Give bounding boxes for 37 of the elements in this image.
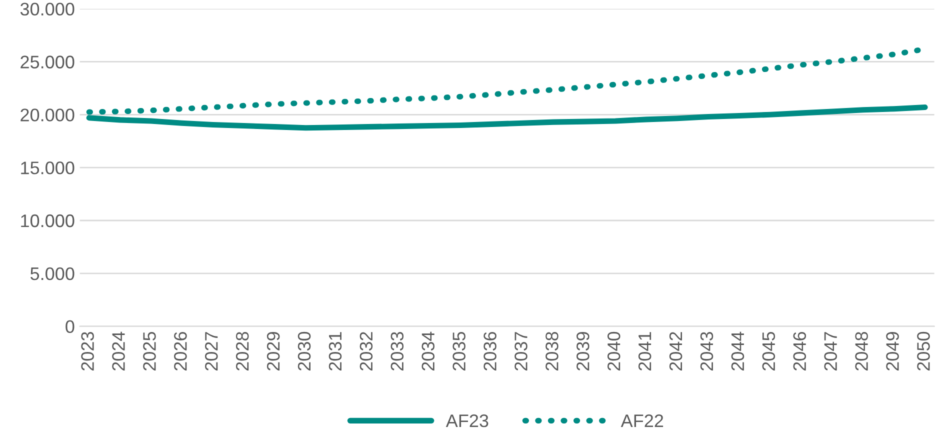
y-tick-label: 30.000 — [20, 2, 74, 16]
x-tick-label: 2024 — [112, 332, 125, 370]
x-tick-label: 2049 — [886, 332, 899, 370]
x-tick-label: 2039 — [576, 332, 590, 370]
x-tick-label: 2035 — [452, 332, 466, 370]
x-tick-label: 2034 — [422, 332, 435, 370]
x-tick-label: 2045 — [762, 332, 776, 370]
x-tick-label: 2031 — [328, 332, 342, 370]
y-tick-label: 25.000 — [20, 56, 74, 68]
x-tick-label: 2036 — [484, 332, 496, 370]
x-tick-label: 2033 — [390, 332, 404, 370]
x-tick-label: 2046 — [793, 332, 806, 370]
x-tick-label: 2038 — [546, 332, 558, 370]
x-tick-label: 2027 — [205, 332, 218, 370]
x-tick-label: 2025 — [143, 332, 156, 370]
x-tick-label: 2026 — [174, 332, 187, 370]
x-tick-label: 2050 — [917, 332, 930, 370]
x-tick-label: 2023 — [81, 332, 94, 370]
y-tick-label: 10.000 — [21, 214, 74, 228]
x-tick-label: 2047 — [824, 332, 837, 370]
y-tick-label: 15.000 — [21, 162, 74, 174]
x-tick-label: 2032 — [360, 332, 373, 370]
x-tick-label: 2048 — [855, 332, 868, 370]
x-tick-label: 2029 — [266, 332, 280, 370]
x-tick-label: 2040 — [607, 332, 620, 370]
legend-label: AF22 — [620, 414, 664, 427]
x-tick-label: 2042 — [669, 332, 682, 370]
x-tick-label: 2030 — [298, 332, 311, 370]
x-tick-label: 2028 — [236, 332, 249, 370]
y-tick-label: 0 — [66, 320, 74, 334]
x-tick-label: 2044 — [731, 332, 744, 370]
x-tick-label: 2037 — [514, 332, 528, 370]
legend-label: AF23 — [446, 414, 488, 428]
y-tick-label: 5.000 — [30, 267, 74, 280]
x-tick-label: 2041 — [638, 332, 652, 370]
y-tick-label: 20.000 — [20, 108, 74, 122]
x-tick-label: 2043 — [700, 332, 714, 370]
